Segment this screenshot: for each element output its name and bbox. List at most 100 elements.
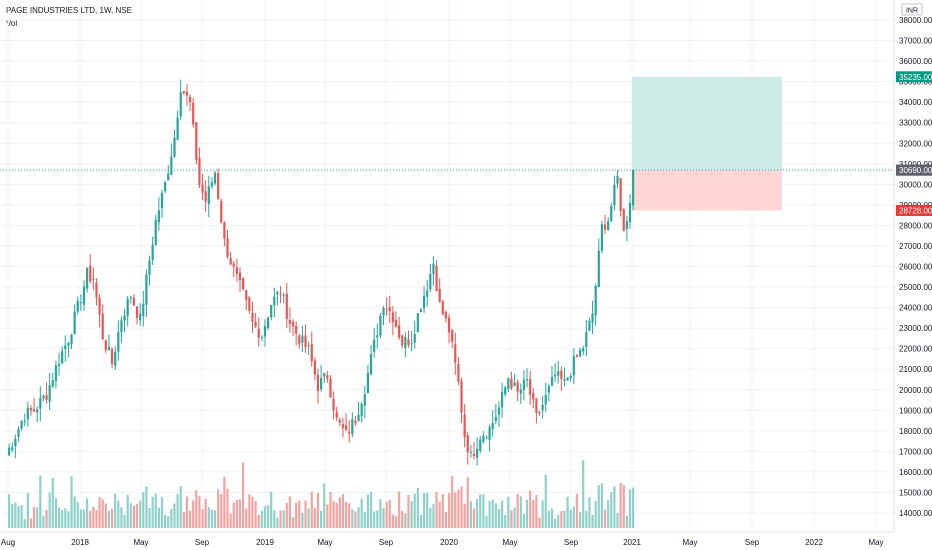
candle — [279, 293, 282, 295]
candle — [382, 307, 385, 316]
candle — [304, 335, 307, 348]
volume-bar — [135, 503, 139, 528]
volume-bar — [619, 482, 622, 528]
candle — [410, 343, 413, 345]
volume-bars — [8, 460, 635, 528]
price-tick-label: 27000.00 — [899, 242, 932, 251]
candle — [82, 286, 86, 305]
volume-bar — [550, 508, 554, 528]
candle — [407, 339, 410, 345]
candle — [98, 297, 101, 315]
candle — [123, 315, 126, 321]
volume-bar — [616, 513, 619, 528]
volume-bar — [348, 503, 351, 528]
volume-bar — [404, 513, 407, 528]
price-tick-label: 22000.00 — [899, 345, 932, 354]
volume-bar — [210, 509, 214, 528]
volume-bar — [344, 501, 348, 528]
candle — [338, 420, 341, 423]
volume-bar — [628, 489, 632, 528]
volume-bar — [320, 510, 323, 528]
volume-bar — [632, 487, 635, 528]
volume-bar — [310, 491, 313, 528]
candle — [114, 351, 117, 366]
candle — [391, 312, 394, 323]
volume-bar — [454, 492, 457, 528]
candle — [341, 424, 345, 428]
volume-bar — [126, 494, 129, 528]
price-tick-label: 30000.00 — [899, 180, 932, 189]
price-tick-label: 15000.00 — [899, 488, 932, 497]
candle — [582, 348, 585, 352]
candle — [92, 278, 95, 280]
volume-bar — [572, 506, 575, 528]
volume-bar — [248, 494, 251, 528]
candle — [497, 407, 501, 415]
time-axis[interactable]: Aug 2018 May Sep 2019 May Sep 2020 May Sep 2021 May… — [0, 531, 894, 547]
volume-bar — [578, 512, 582, 528]
volume-bar — [432, 503, 435, 528]
time-tick-label: 2018 — [71, 538, 89, 547]
candle — [557, 371, 560, 376]
candle — [251, 312, 254, 322]
candle — [485, 437, 488, 439]
candle — [285, 293, 288, 319]
volume-bar — [610, 492, 613, 528]
volume-bar — [291, 517, 295, 528]
volume-bar — [207, 507, 210, 528]
candle — [566, 377, 569, 381]
volume-bar — [369, 491, 373, 528]
volume-bar — [117, 500, 120, 528]
candle — [107, 347, 111, 350]
candle — [198, 157, 201, 186]
candle — [173, 137, 176, 157]
candle — [129, 297, 132, 299]
candle — [291, 321, 295, 327]
candle — [482, 435, 485, 442]
candle — [404, 336, 407, 348]
volume-bar — [323, 483, 326, 528]
candle — [185, 91, 189, 96]
candle — [310, 343, 313, 362]
volume-bar — [273, 510, 276, 528]
volume-bar — [139, 500, 142, 528]
candle — [563, 378, 566, 381]
price-tick-label: 31000.00 — [899, 160, 932, 169]
candle — [148, 260, 151, 276]
volume-bar — [198, 495, 201, 528]
candle — [288, 319, 292, 324]
candle — [273, 296, 276, 306]
target-price-tag: 35235.00 — [899, 73, 932, 82]
volume-bar — [594, 501, 597, 528]
volume-bar — [226, 488, 229, 528]
candle — [89, 265, 92, 282]
entry-price-tag-bg — [896, 164, 932, 176]
volume-bar — [223, 476, 226, 528]
volume-bar — [394, 516, 398, 528]
candle — [628, 203, 632, 222]
candle — [238, 272, 242, 281]
candle — [67, 343, 70, 346]
volume-bar — [479, 494, 482, 528]
candle — [164, 182, 167, 192]
volume-bar — [563, 510, 566, 528]
candle — [472, 453, 476, 457]
volume-bar — [257, 514, 260, 528]
volume-bar — [525, 499, 529, 528]
time-tick-label: Aug — [1, 538, 15, 547]
volume-bar — [438, 502, 441, 528]
candle — [32, 409, 36, 412]
candle — [257, 328, 260, 338]
volume-bar — [107, 510, 111, 528]
candle — [544, 395, 547, 405]
long-position-tool[interactable] — [632, 76, 782, 211]
volume-bar — [401, 510, 404, 528]
volume-bar — [167, 516, 170, 528]
volume-bar — [204, 498, 207, 528]
candle — [510, 378, 513, 389]
candle — [326, 375, 329, 379]
candle — [160, 192, 164, 209]
volume-bar — [151, 496, 154, 528]
volume-bar — [182, 511, 185, 528]
